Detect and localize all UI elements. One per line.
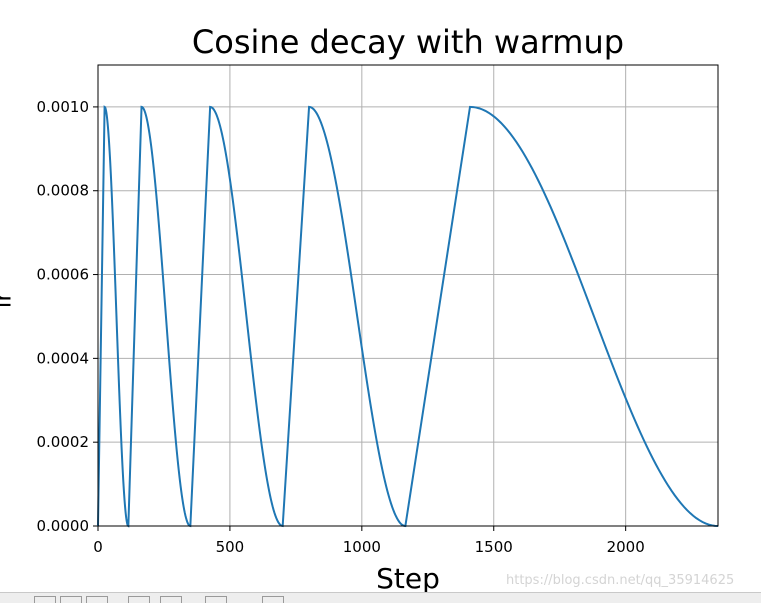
y-tick-label: 0.0004 [37,349,90,367]
configure-icon[interactable] [205,596,227,603]
y-tick-label: 0.0002 [37,433,90,451]
forward-icon[interactable] [86,596,108,603]
x-tick-label: 2000 [607,538,645,556]
home-icon[interactable] [34,596,56,603]
watermark: https://blog.csdn.net/qq_35914625 [506,573,735,588]
y-tick-label: 0.0006 [37,266,90,284]
x-tick-label: 0 [93,538,103,556]
plot-toolbar [0,592,761,603]
zoom-icon[interactable] [160,596,182,603]
lr-series-line [97,105,719,528]
grid-layer [97,65,718,527]
save-icon[interactable] [262,596,284,603]
plot-frame [97,64,719,527]
y-axis-label: lr [0,291,17,309]
ticks-layer: 0 500 1000 1500 2000 0.0000 0.0002 0.0004 0.0006… [37,98,645,556]
x-tick-label: 1500 [475,538,513,556]
x-tick-label: 1000 [343,538,381,556]
y-tick-label: 0.0010 [37,98,90,116]
x-axis-label: Step [376,562,440,595]
y-tick-label: 0.0000 [37,517,90,535]
line-layer [97,105,719,528]
chart-title: Cosine decay with warmup [192,23,624,61]
back-icon[interactable] [60,596,82,603]
pan-icon[interactable] [128,596,150,603]
y-tick-label: 0.0008 [37,182,90,200]
x-tick-label: 500 [216,538,245,556]
